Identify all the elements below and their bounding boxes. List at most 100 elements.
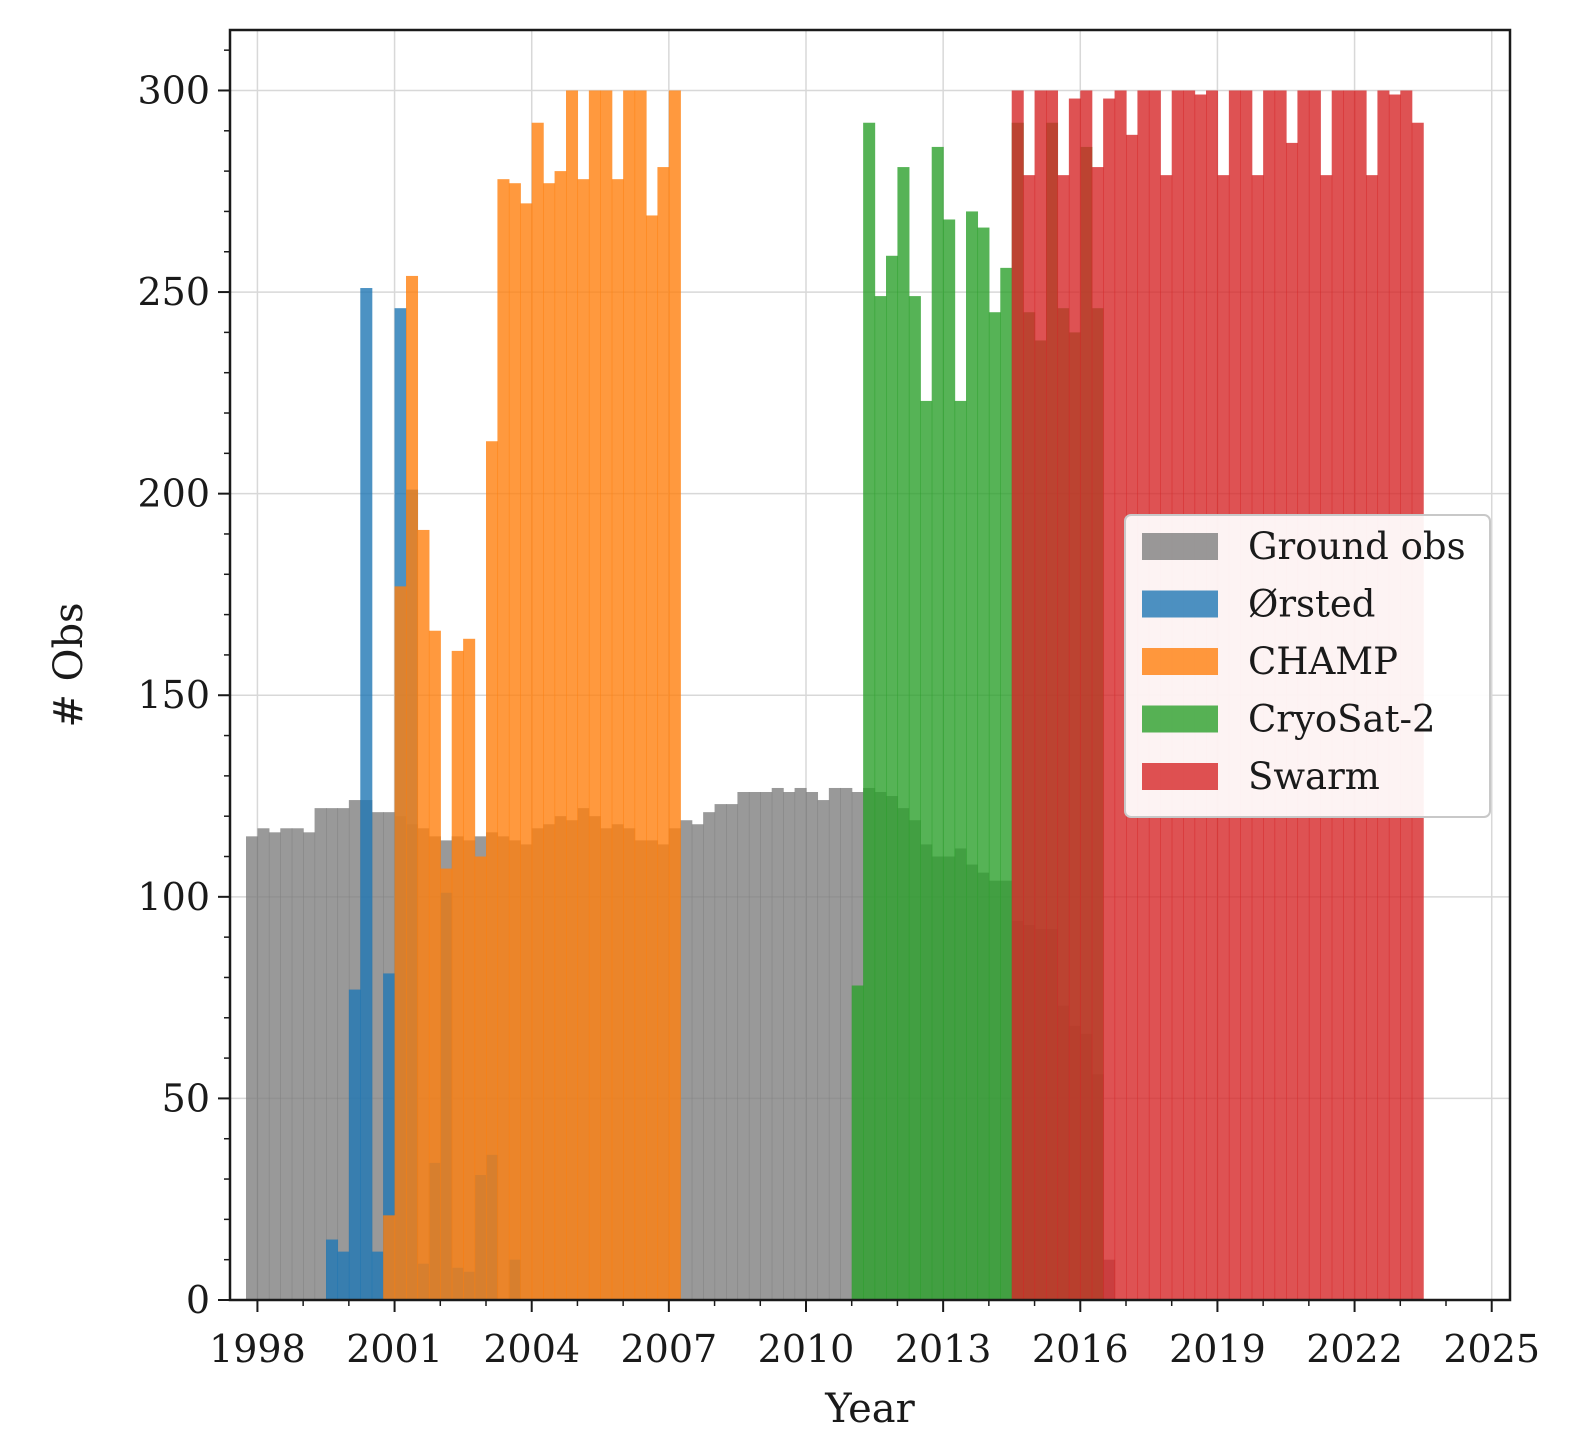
histogram-bar xyxy=(806,792,819,1300)
histogram-bar xyxy=(257,828,270,1300)
histogram-bar xyxy=(1011,90,1024,1301)
histogram-bar xyxy=(874,296,887,1301)
histogram-bar xyxy=(771,787,784,1300)
x-tick-label: 2010 xyxy=(758,1327,855,1371)
histogram-bar xyxy=(1046,90,1059,1301)
histogram-bar xyxy=(908,296,921,1301)
histogram-bar xyxy=(326,808,339,1300)
histogram-bar xyxy=(817,800,830,1300)
histogram-bar xyxy=(691,824,704,1300)
y-tick-label: 50 xyxy=(162,1076,210,1120)
x-tick-label: 2007 xyxy=(620,1327,717,1371)
x-axis-title: Year xyxy=(824,1386,915,1432)
histogram-bar xyxy=(348,989,361,1300)
histogram-bar xyxy=(863,122,876,1301)
histogram-bar xyxy=(726,804,739,1300)
histogram-bar xyxy=(988,312,1001,1301)
x-tick-label: 2022 xyxy=(1306,1327,1403,1371)
histogram-bar xyxy=(943,219,956,1301)
histogram-bar xyxy=(646,215,659,1301)
legend-label: CryoSat-2 xyxy=(1248,698,1436,741)
histogram-bar xyxy=(508,183,521,1301)
data-bars xyxy=(246,90,1424,1301)
histogram-bar xyxy=(828,787,841,1300)
histogram-bar xyxy=(623,90,636,1301)
histogram-bar xyxy=(440,868,453,1300)
histogram-bar xyxy=(657,167,670,1301)
histogram-bar xyxy=(760,792,773,1300)
histogram-bar xyxy=(337,808,350,1300)
legend-swatch xyxy=(1142,763,1218,790)
x-tick-label: 1998 xyxy=(209,1327,306,1371)
histogram-bar xyxy=(680,820,693,1300)
histogram-bar xyxy=(1068,98,1081,1300)
histogram-bar xyxy=(897,167,910,1301)
histogram-bar xyxy=(1034,90,1047,1301)
histogram-bar xyxy=(371,812,384,1300)
y-tick-label: 150 xyxy=(137,673,210,717)
legend-label: Ground obs xyxy=(1248,525,1466,568)
histogram-bar xyxy=(566,90,579,1301)
legend-label: Swarm xyxy=(1248,755,1380,798)
histogram-bar xyxy=(497,179,510,1300)
histogram-bar xyxy=(406,275,419,1301)
histogram-bar xyxy=(840,787,853,1300)
histogram-bar xyxy=(851,985,864,1300)
histogram-bar xyxy=(668,90,681,1301)
histogram-bar xyxy=(1080,90,1093,1301)
x-tick-label: 2019 xyxy=(1169,1327,1266,1371)
legend-label: CHAMP xyxy=(1248,640,1398,683)
x-tick-label: 2016 xyxy=(1032,1327,1129,1371)
legend-swatch xyxy=(1142,590,1218,618)
histogram-bar xyxy=(737,792,750,1300)
histogram-bar xyxy=(314,808,327,1300)
histogram-bar xyxy=(246,836,259,1300)
histogram-bar xyxy=(531,122,544,1301)
histogram-bar xyxy=(600,90,613,1301)
histogram-bar xyxy=(303,832,316,1300)
histogram-bar xyxy=(794,787,807,1300)
histogram-bar xyxy=(417,529,430,1300)
y-tick-label: 250 xyxy=(137,270,210,314)
histogram-bar xyxy=(486,441,499,1300)
x-tick-label: 2013 xyxy=(895,1327,992,1371)
legend-swatch xyxy=(1142,705,1218,733)
histogram-bar xyxy=(280,828,293,1300)
histogram-bar xyxy=(543,183,556,1301)
histogram-bar xyxy=(931,146,944,1300)
y-tick-label: 100 xyxy=(137,875,210,919)
histogram-bar xyxy=(588,90,601,1301)
plot-frame xyxy=(228,28,1512,1302)
y-axis-title: # Obs xyxy=(46,602,92,727)
y-tick-label: 200 xyxy=(137,472,210,516)
histogram-bar xyxy=(371,1251,384,1300)
histogram-bar xyxy=(886,255,899,1300)
histogram-bar xyxy=(954,400,967,1300)
histogram-bar xyxy=(1000,267,1013,1300)
histogram-bar xyxy=(394,586,407,1300)
histogram-bar xyxy=(428,630,441,1300)
histogram-bar xyxy=(748,792,761,1300)
histogram-bar xyxy=(337,1251,350,1300)
series-4 xyxy=(1011,90,1424,1301)
x-tick-label: 2025 xyxy=(1443,1327,1540,1371)
histogram-bar xyxy=(1103,98,1116,1300)
axis-ticks: 1998 2001 2004 2007 2010 2013 2016 2019 2022 2025… xyxy=(137,49,1540,1371)
histogram-bar xyxy=(966,211,979,1301)
histogram-bar xyxy=(291,828,304,1300)
histogram-bar xyxy=(326,1239,339,1300)
y-tick-label: 300 xyxy=(137,68,210,112)
histogram-bar xyxy=(577,179,590,1300)
series-2 xyxy=(383,90,681,1301)
histogram-bar xyxy=(554,171,567,1301)
histogram-bar xyxy=(611,179,624,1300)
histogram-bar xyxy=(360,288,373,1300)
histogram-bar xyxy=(451,650,464,1300)
histogram-bar xyxy=(383,1215,396,1300)
histogram-bar xyxy=(634,90,647,1301)
y-tick-label: 0 xyxy=(186,1278,210,1322)
legend-label: Ørsted xyxy=(1248,583,1375,626)
histogram-bar xyxy=(703,812,716,1300)
histogram-bar xyxy=(977,227,990,1300)
